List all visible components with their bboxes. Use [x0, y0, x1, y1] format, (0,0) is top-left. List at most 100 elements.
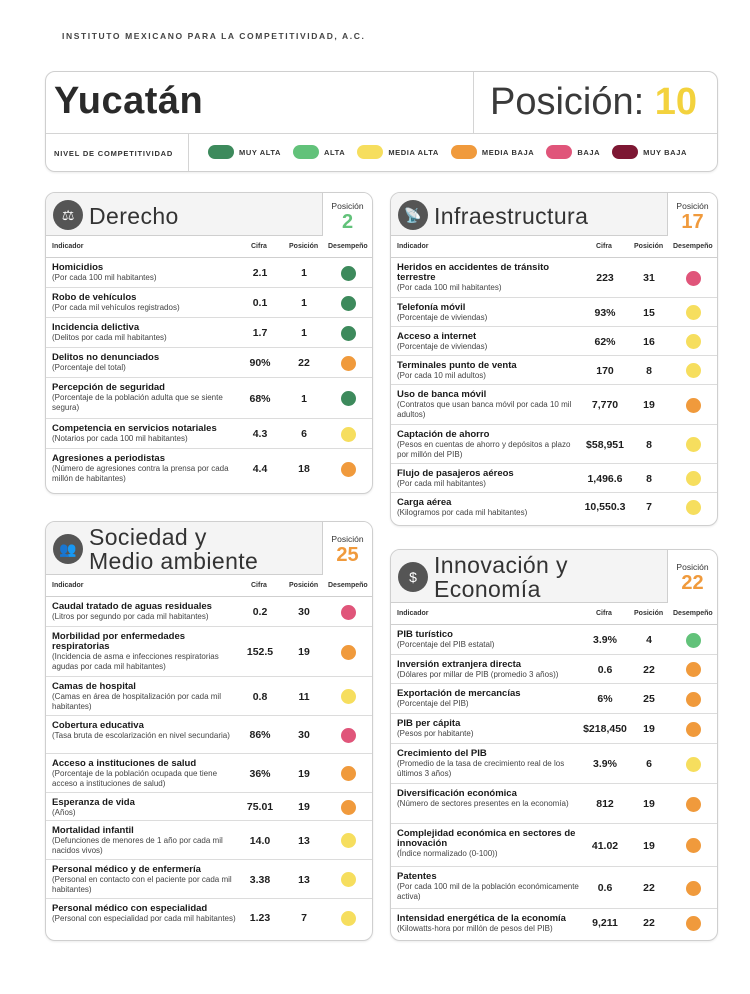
table-row: Morbilidad por enfermedades respiratoria… [46, 627, 372, 677]
indicator-name: Robo de vehículos [52, 292, 137, 303]
indicator-name: Flujo de pasajeros aéreos [397, 468, 514, 479]
section-position: Posición 22 [667, 550, 717, 603]
table-row: PIB per cápita (Pesos por habitante) $218,… [391, 714, 717, 744]
legend-swatch [612, 145, 639, 159]
performance-dot [341, 872, 356, 887]
table-row: Uso de banca móvil (Contratos que usan ba… [391, 385, 717, 425]
indicator-position: 22 [643, 917, 655, 929]
table-row: Homicidios (Por cada 100 mil habitantes) 2… [46, 258, 372, 288]
performance-dot [341, 727, 356, 743]
performance-dot [341, 265, 356, 281]
indicator-value: 14.0 [249, 834, 271, 847]
indicator-value: 4.4 [252, 463, 268, 475]
table-row: Acceso a instituciones de salud (Porcenta… [46, 754, 372, 793]
performance-dot [686, 721, 701, 737]
table-row: Complejidad económica en sectores de inn… [391, 824, 717, 867]
performance-dot [686, 796, 701, 812]
indicator-description: (Por cada 100 mil habitantes) [52, 273, 157, 282]
indicator-description: (Promedio de la tasa de crecimiento real… [397, 759, 565, 778]
legend-swatch [450, 145, 477, 159]
table-body: Caudal tratado de aguas residuales (Litro… [46, 597, 372, 937]
indicator-value: $58,951 [586, 438, 624, 451]
performance-dot [341, 689, 356, 704]
indicator-description: (Porcentaje de la población ocupada que … [52, 769, 218, 788]
table-row: Terminales punto de venta (Por cada 10 mi… [391, 356, 717, 385]
section-innovacion: $ Innovación y Economía Posición 22 Indi… [390, 549, 718, 941]
indicator-description: (Dólares por millar de PIB (promedio 3 a… [397, 670, 559, 679]
indicator-name: Exportación de mercancías [397, 688, 521, 699]
performance-dot [341, 295, 356, 311]
section-position-value: 25 [336, 544, 359, 566]
performance-dot [341, 391, 356, 406]
indicator-name: Diversificación económica [397, 788, 517, 799]
indicator-value: 9,211 [592, 917, 618, 929]
indicator-description: (Porcentaje del total) [52, 363, 126, 372]
section-infraestructura: 📡 Infraestructura Posición 17 Indicador … [390, 192, 718, 526]
col-posicion: Posición [634, 610, 664, 617]
indicator-name: Esperanza de vida [52, 797, 135, 808]
indicator-position: 1 [301, 297, 307, 309]
indicator-position: 8 [646, 438, 652, 451]
indicator-position: 19 [298, 767, 310, 780]
col-indicador: Indicador [397, 243, 429, 250]
indicator-name: Homicidios [52, 262, 104, 273]
table-row: Acceso a internet (Porcentaje de vivienda… [391, 327, 717, 356]
indicator-position: 19 [643, 399, 655, 411]
indicator-name: Captación de ahorro [397, 429, 490, 440]
performance-dot [341, 910, 356, 926]
performance-dot [341, 461, 356, 477]
indicator-position: 6 [646, 758, 652, 770]
section-title-line2: Medio ambiente [89, 548, 259, 574]
legend-label: BAJA [577, 147, 601, 157]
indicator-name: Acceso a internet [397, 331, 477, 342]
legend-item: MEDIA BAJA [450, 145, 535, 159]
table-row: Intensidad energética de la economía (Kil… [391, 909, 717, 937]
indicator-value: 75.01 [246, 801, 274, 813]
section-title: Infraestructura [434, 203, 589, 229]
table-row: Delitos no denunciados (Porcentaje del to… [46, 348, 372, 378]
indicator-name: Inversión extranjera directa [397, 659, 522, 670]
indicator-position: 13 [298, 834, 310, 847]
overall-position-value: 10 [654, 81, 698, 123]
performance-dot [686, 838, 701, 853]
indicator-position: 31 [643, 272, 655, 284]
header-divider [473, 72, 474, 134]
table-row: Agresiones a periodistas (Número de agres… [46, 449, 372, 489]
indicator-position: 22 [298, 357, 310, 369]
state-header: Yucatán Posición: 10 NIVEL DE COMPETITIV… [45, 71, 718, 172]
indicator-position: 30 [298, 606, 310, 618]
indicator-value: 41.02 [591, 839, 619, 852]
performance-dot [686, 915, 701, 931]
section-title: Sociedad y Medio ambiente [89, 525, 258, 573]
indicator-value: 4.3 [252, 428, 268, 440]
legend-label: MEDIA BAJA [481, 147, 535, 157]
indicator-value: 2.1 [252, 267, 268, 279]
section-derecho: ⚖ Derecho Posición 2 Indicador Cifra Pos… [45, 192, 373, 494]
indicator-value: 7,770 [591, 399, 619, 411]
col-desempeno: Desempeño [328, 582, 368, 589]
indicator-value: 223 [596, 272, 614, 284]
table-row: Cobertura educativa (Tasa bruta de escola… [46, 716, 372, 754]
indicator-name: Terminales punto de venta [397, 360, 517, 371]
indicator-description: (Número de agresiones contra la prensa p… [52, 464, 229, 483]
indicator-value: 86% [249, 729, 271, 741]
indicator-position: 19 [298, 646, 310, 658]
indicator-description: (Años) [52, 808, 76, 817]
col-posicion: Posición [289, 243, 319, 250]
indicator-description: (Por cada 10 mil adultos) [397, 371, 486, 380]
indicator-name: Percepción de seguridad [52, 382, 165, 393]
section-title-line2: Economía [434, 576, 541, 602]
section-position-value: 2 [341, 211, 354, 233]
section-position: Posición 25 [322, 522, 372, 575]
indicator-name: Heridos en accidentes de tránsito terres… [397, 262, 550, 283]
legend-label: ALTA [324, 147, 346, 157]
indicator-value: 1.7 [252, 327, 268, 339]
section-title: Innovación y Economía [434, 553, 568, 601]
legend-item: BAJA [546, 145, 600, 159]
col-posicion: Posición [289, 582, 319, 589]
legend-swatch [546, 145, 573, 159]
indicator-value: 0.8 [252, 690, 268, 703]
legend: MUY ALTA ALTA MEDIA ALTA MEDIA BAJA BAJA MUY … [208, 145, 699, 159]
indicator-value: 1,496.6 [587, 472, 623, 485]
indicator-description: (Incidencia de asma e infecciones respir… [52, 652, 219, 671]
